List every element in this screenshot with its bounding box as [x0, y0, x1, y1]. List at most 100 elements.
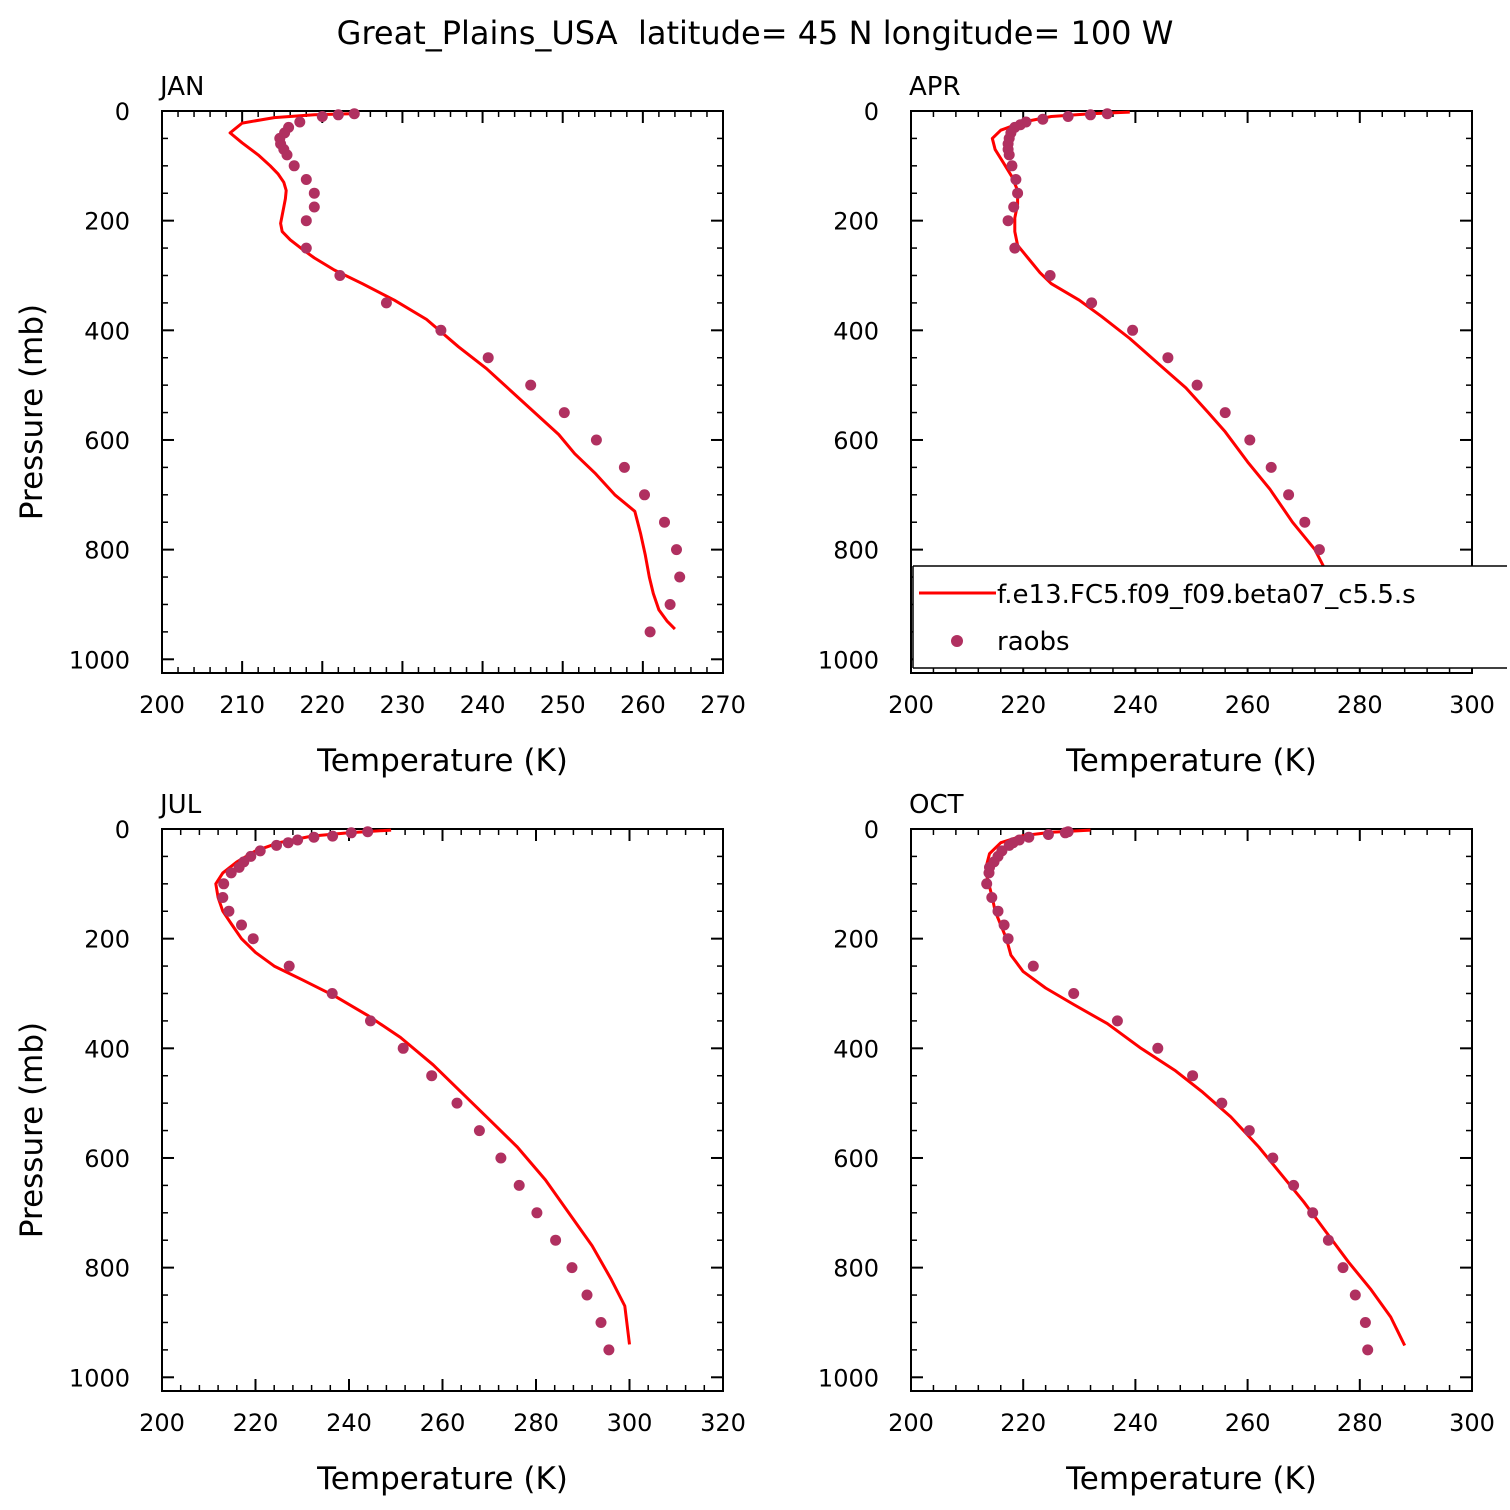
data-point-raobs — [1062, 111, 1074, 122]
y-tick-label: 200 — [833, 208, 879, 236]
data-point-raobs — [1313, 544, 1325, 556]
data-point-raobs — [1002, 933, 1014, 945]
data-point-raobs — [1012, 187, 1024, 199]
y-tick-label: 200 — [84, 208, 130, 236]
x-tick-label: 260 — [420, 1409, 466, 1437]
panel-title: JUL — [158, 790, 202, 820]
data-point-raobs — [1127, 324, 1139, 336]
x-tick-label: 260 — [1225, 1409, 1271, 1437]
x-tick-label: 300 — [607, 1409, 653, 1437]
data-point-raobs — [603, 1344, 615, 1356]
x-tick-label: 300 — [1449, 1409, 1495, 1437]
data-point-raobs — [1059, 827, 1071, 839]
data-point-raobs — [1267, 1152, 1279, 1164]
data-point-raobs — [618, 461, 630, 473]
data-point-raobs — [1191, 379, 1203, 391]
data-point-raobs — [451, 1097, 463, 1109]
data-point-raobs — [247, 933, 259, 945]
y-tick-label: 200 — [84, 926, 130, 954]
data-point-raobs — [639, 489, 650, 501]
panel-jul: JUL 200 220 240 260 280 300 320 0 200 400 600 800 100… — [14, 790, 746, 1497]
data-point-raobs — [1010, 174, 1022, 185]
data-point-raobs — [1216, 1097, 1228, 1109]
data-point-raobs — [1008, 201, 1020, 213]
x-axis-label: Temperature (K) — [316, 743, 568, 779]
data-point-raobs — [674, 571, 686, 583]
y-axis-label: Pressure (mb) — [14, 304, 50, 520]
y-tick-label: 200 — [833, 926, 879, 954]
series-line-model — [990, 110, 1364, 629]
y-tick-label: 1000 — [69, 1364, 130, 1392]
x-axis-label: Temperature (K) — [316, 1461, 568, 1497]
data-point-raobs — [1044, 270, 1056, 281]
data-point-raobs — [326, 988, 338, 999]
data-point-raobs — [236, 919, 247, 931]
data-point-raobs — [992, 905, 1004, 917]
data-point-raobs — [590, 434, 602, 446]
data-point-raobs — [986, 892, 998, 903]
data-point-raobs — [550, 1234, 562, 1246]
data-point-raobs — [218, 878, 230, 890]
data-point-raobs — [664, 599, 676, 610]
data-point-raobs — [1027, 960, 1039, 972]
panel-title: OCT — [909, 790, 964, 820]
data-point-raobs — [1037, 113, 1049, 125]
data-point-raobs — [1162, 352, 1174, 364]
x-tick-label: 240 — [460, 691, 506, 719]
data-point-raobs — [581, 1289, 593, 1301]
data-point-raobs — [1086, 297, 1098, 309]
x-tick-label: 230 — [380, 691, 426, 719]
y-tick-label: 600 — [833, 1145, 879, 1173]
data-point-raobs — [1042, 829, 1054, 840]
data-point-raobs — [566, 1262, 578, 1274]
plot-frame — [910, 828, 1473, 1392]
data-point-raobs — [558, 407, 570, 419]
legend-label-model: f.e13.FC5.f09_f09.beta07_c5.5.s — [997, 580, 1416, 610]
legend-label-obs: raobs — [997, 627, 1070, 657]
x-tick-label: 280 — [1337, 1409, 1383, 1437]
y-tick-label: 0 — [864, 98, 879, 126]
x-tick-label: 220 — [299, 691, 345, 719]
y-tick-label: 400 — [84, 317, 130, 345]
data-point-raobs — [983, 867, 995, 879]
data-point-raobs — [223, 905, 235, 917]
x-tick-label: 260 — [1225, 691, 1271, 719]
data-point-raobs — [1002, 215, 1014, 227]
data-point-raobs — [1337, 1262, 1349, 1274]
x-tick-label: 300 — [1449, 691, 1495, 719]
data-point-raobs — [513, 1179, 525, 1191]
y-tick-label: 0 — [115, 98, 130, 126]
y-tick-label: 400 — [84, 1035, 130, 1063]
data-point-raobs — [365, 1015, 376, 1027]
data-point-raobs — [225, 867, 237, 879]
x-tick-label: 220 — [1000, 1409, 1046, 1437]
data-point-raobs — [292, 834, 304, 846]
figure-title: Great_Plains_USA latitude= 45 N longitud… — [337, 14, 1174, 52]
data-point-raobs — [435, 324, 447, 336]
y-tick-label: 0 — [115, 816, 130, 844]
data-point-raobs — [345, 827, 357, 839]
data-point-raobs — [327, 830, 339, 842]
data-point-raobs — [1003, 149, 1015, 161]
y-tick-label: 600 — [833, 427, 879, 455]
panel-apr: APR 200 220 240 260 280 300 0 200 400 600 800 1000 Te… — [818, 72, 1495, 779]
data-point-raobs — [1265, 461, 1277, 473]
data-point-raobs — [332, 109, 344, 121]
data-point-raobs — [1101, 108, 1113, 120]
y-tick-label: 1000 — [818, 1364, 879, 1392]
data-point-raobs — [380, 297, 392, 309]
y-tick-label: 800 — [833, 537, 879, 565]
x-tick-label: 240 — [1112, 691, 1158, 719]
data-point-raobs — [1111, 1015, 1123, 1027]
data-point-raobs — [495, 1152, 507, 1164]
data-point-raobs — [531, 1207, 543, 1219]
legend-swatch-obs — [951, 635, 963, 647]
panel-title: APR — [909, 72, 961, 102]
data-point-raobs — [1219, 407, 1231, 419]
x-tick-label: 270 — [700, 691, 746, 719]
data-point-raobs — [1362, 1344, 1374, 1356]
x-tick-label: 320 — [700, 1409, 746, 1437]
plot-frame — [161, 110, 724, 674]
data-point-raobs — [271, 839, 282, 851]
